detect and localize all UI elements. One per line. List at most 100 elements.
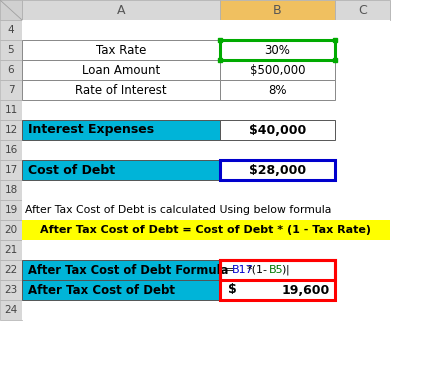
Text: 21: 21 (4, 245, 18, 255)
Bar (219, 300, 334, 320)
Text: Interest Expenses: Interest Expenses (28, 124, 154, 137)
Bar (22, 240, 219, 260)
Bar (219, 240, 334, 260)
Bar (22, 300, 219, 320)
Bar (334, 80, 389, 100)
Bar (219, 80, 334, 100)
Bar (219, 40, 334, 60)
Text: After Tax Cost of Debt: After Tax Cost of Debt (28, 283, 175, 297)
Bar (22, 100, 219, 120)
Text: 23: 23 (4, 285, 18, 295)
Bar (334, 60, 389, 80)
Bar (22, 120, 219, 140)
Bar (0, 120, 22, 140)
Text: 22: 22 (4, 265, 18, 275)
Text: 20: 20 (4, 225, 18, 235)
Text: |: | (286, 265, 289, 275)
Text: ): ) (280, 265, 285, 275)
Text: 6: 6 (8, 65, 14, 75)
Bar (22, 160, 219, 180)
Text: 11: 11 (4, 105, 18, 115)
Text: B17: B17 (231, 265, 253, 275)
Text: A: A (117, 4, 125, 17)
Bar (219, 140, 334, 160)
Bar (22, 0, 219, 20)
Text: 7: 7 (8, 85, 14, 95)
Bar (0, 60, 22, 80)
Bar (334, 160, 389, 180)
Text: 16: 16 (4, 145, 18, 155)
Bar (334, 20, 389, 40)
Bar (334, 40, 389, 60)
Bar (0, 180, 22, 200)
Bar (0, 280, 22, 300)
Bar (219, 260, 334, 280)
Bar (0, 0, 22, 20)
Bar (22, 280, 219, 300)
Bar (219, 280, 334, 300)
Text: =: = (224, 265, 234, 275)
Bar (0, 160, 22, 180)
Text: Cost of Debt: Cost of Debt (28, 164, 115, 177)
Text: Loan Amount: Loan Amount (82, 63, 160, 76)
Bar (22, 40, 219, 60)
Bar (219, 200, 334, 220)
Text: $40,000: $40,000 (248, 124, 305, 137)
Bar (219, 40, 334, 60)
Text: After Tax Cost of Debt is calculated Using below formula: After Tax Cost of Debt is calculated Usi… (25, 205, 331, 215)
Bar (334, 240, 389, 260)
Text: Tax Rate: Tax Rate (95, 44, 146, 57)
Bar (219, 20, 334, 40)
Text: 30%: 30% (264, 44, 290, 57)
Bar (334, 280, 389, 300)
Bar (22, 260, 219, 280)
Bar (219, 100, 334, 120)
Bar (334, 180, 389, 200)
Text: 4: 4 (8, 25, 14, 35)
Bar (22, 60, 219, 80)
Bar (0, 100, 22, 120)
Bar (22, 200, 219, 220)
Bar (0, 80, 22, 100)
Bar (219, 160, 334, 180)
Bar (22, 140, 219, 160)
Text: 24: 24 (4, 305, 18, 315)
Text: After Tax Cost of Debt Formula: After Tax Cost of Debt Formula (28, 264, 228, 276)
Text: $: $ (227, 283, 236, 297)
Bar (22, 220, 389, 240)
Bar (22, 220, 219, 240)
Bar (0, 20, 22, 40)
Bar (219, 120, 334, 140)
Text: 12: 12 (4, 125, 18, 135)
Text: 8%: 8% (267, 84, 286, 97)
Text: C: C (357, 4, 366, 17)
Bar (334, 140, 389, 160)
Bar (219, 180, 334, 200)
Bar (219, 260, 334, 300)
Text: Rate of Interest: Rate of Interest (75, 84, 166, 97)
Text: 18: 18 (4, 185, 18, 195)
Bar (22, 120, 219, 140)
Bar (219, 280, 334, 300)
Bar (334, 0, 389, 20)
Bar (219, 160, 334, 180)
Text: After Tax Cost of Debt = Cost of Debt * (1 - Tax Rate): After Tax Cost of Debt = Cost of Debt * … (40, 225, 371, 235)
Text: $28,000: $28,000 (249, 164, 305, 177)
Bar (334, 120, 389, 140)
Bar (219, 60, 334, 80)
Bar (334, 300, 389, 320)
Bar (219, 60, 334, 80)
Text: 19: 19 (4, 205, 18, 215)
Bar (22, 80, 219, 100)
Text: $500,000: $500,000 (249, 63, 304, 76)
Bar (22, 280, 219, 300)
Text: B5: B5 (268, 265, 283, 275)
Bar (22, 260, 219, 280)
Bar (334, 260, 389, 280)
Bar (0, 260, 22, 280)
Bar (219, 220, 334, 240)
Bar (219, 120, 334, 140)
Bar (219, 260, 334, 280)
Bar (22, 160, 219, 180)
Bar (0, 300, 22, 320)
